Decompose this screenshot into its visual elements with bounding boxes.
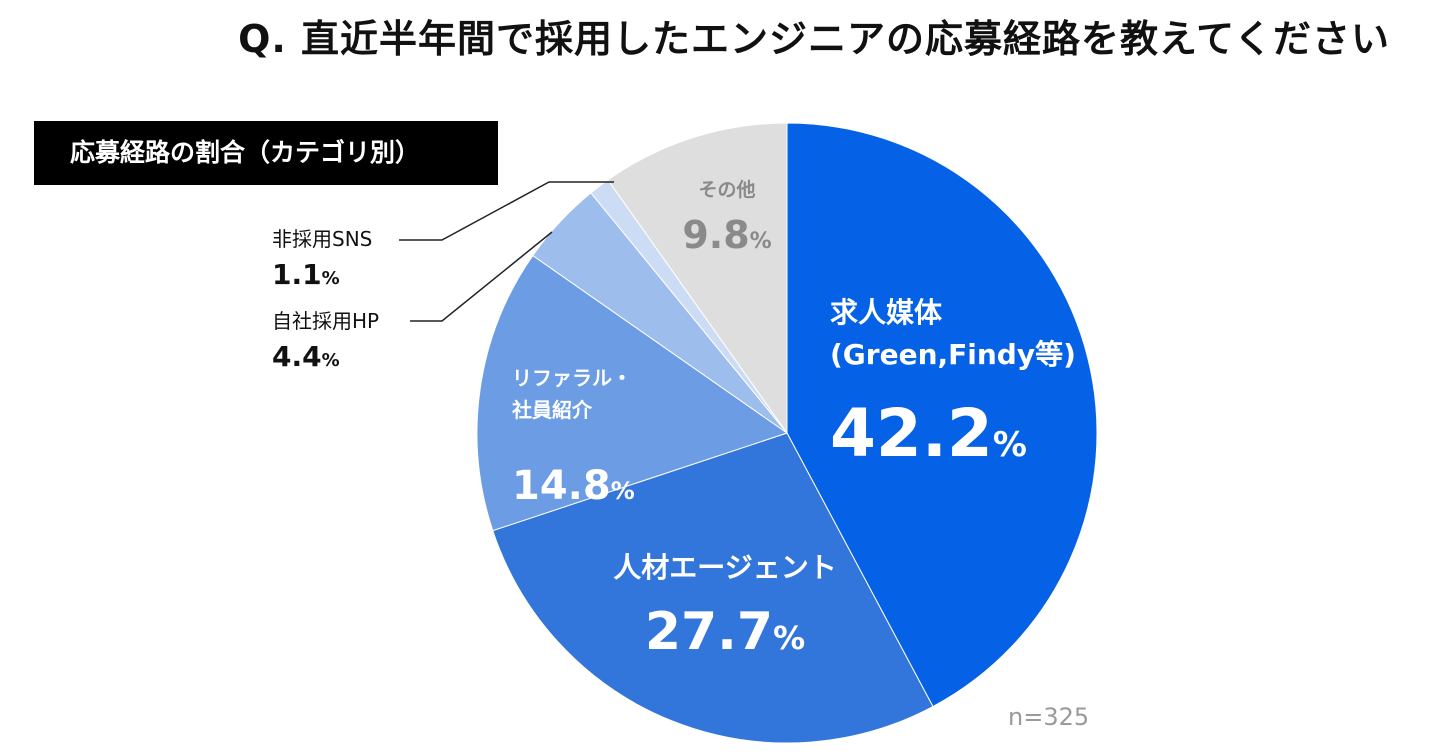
slice-label-3: 自社採用HP 4.4% <box>272 231 553 373</box>
chart-title: Q. 直近半年間で採用したエンジニアの応募経路を教えてください <box>238 17 1390 61</box>
slice-name-5-line-0: その他 <box>698 178 755 201</box>
leader-line-3 <box>410 231 553 322</box>
pie-slice-5 <box>607 122 788 435</box>
pie-slice-0 <box>786 122 1098 708</box>
slice-name-2-line-0: リファラル・ <box>512 366 632 390</box>
slice-name-2-line-1: 社員紹介 <box>511 398 593 422</box>
slice-label-4: 非採用SNS 1.1% <box>272 181 614 291</box>
slice-name-3: 自社採用HP <box>272 309 379 333</box>
slice-name-0-line-0: 求人媒体 <box>830 296 943 329</box>
category-label: 応募経路の割合（カテゴリ別） <box>70 138 421 167</box>
pie-slice-2 <box>476 254 789 532</box>
sample-size-label: n=325 <box>1008 703 1090 731</box>
leader-line-4 <box>399 181 614 241</box>
category-label-box: 応募経路の割合（カテゴリ別） <box>34 121 498 185</box>
pie-slice-1 <box>492 432 934 744</box>
slice-value-3: 4.4% <box>272 340 340 373</box>
slice-name-1-line-0: 人材エージェント <box>613 551 836 584</box>
slice-value-4: 1.1% <box>272 258 340 291</box>
slice-name-4: 非採用SNS <box>272 227 372 251</box>
slice-name-0-line-1: (Green,Findy等) <box>830 338 1076 371</box>
